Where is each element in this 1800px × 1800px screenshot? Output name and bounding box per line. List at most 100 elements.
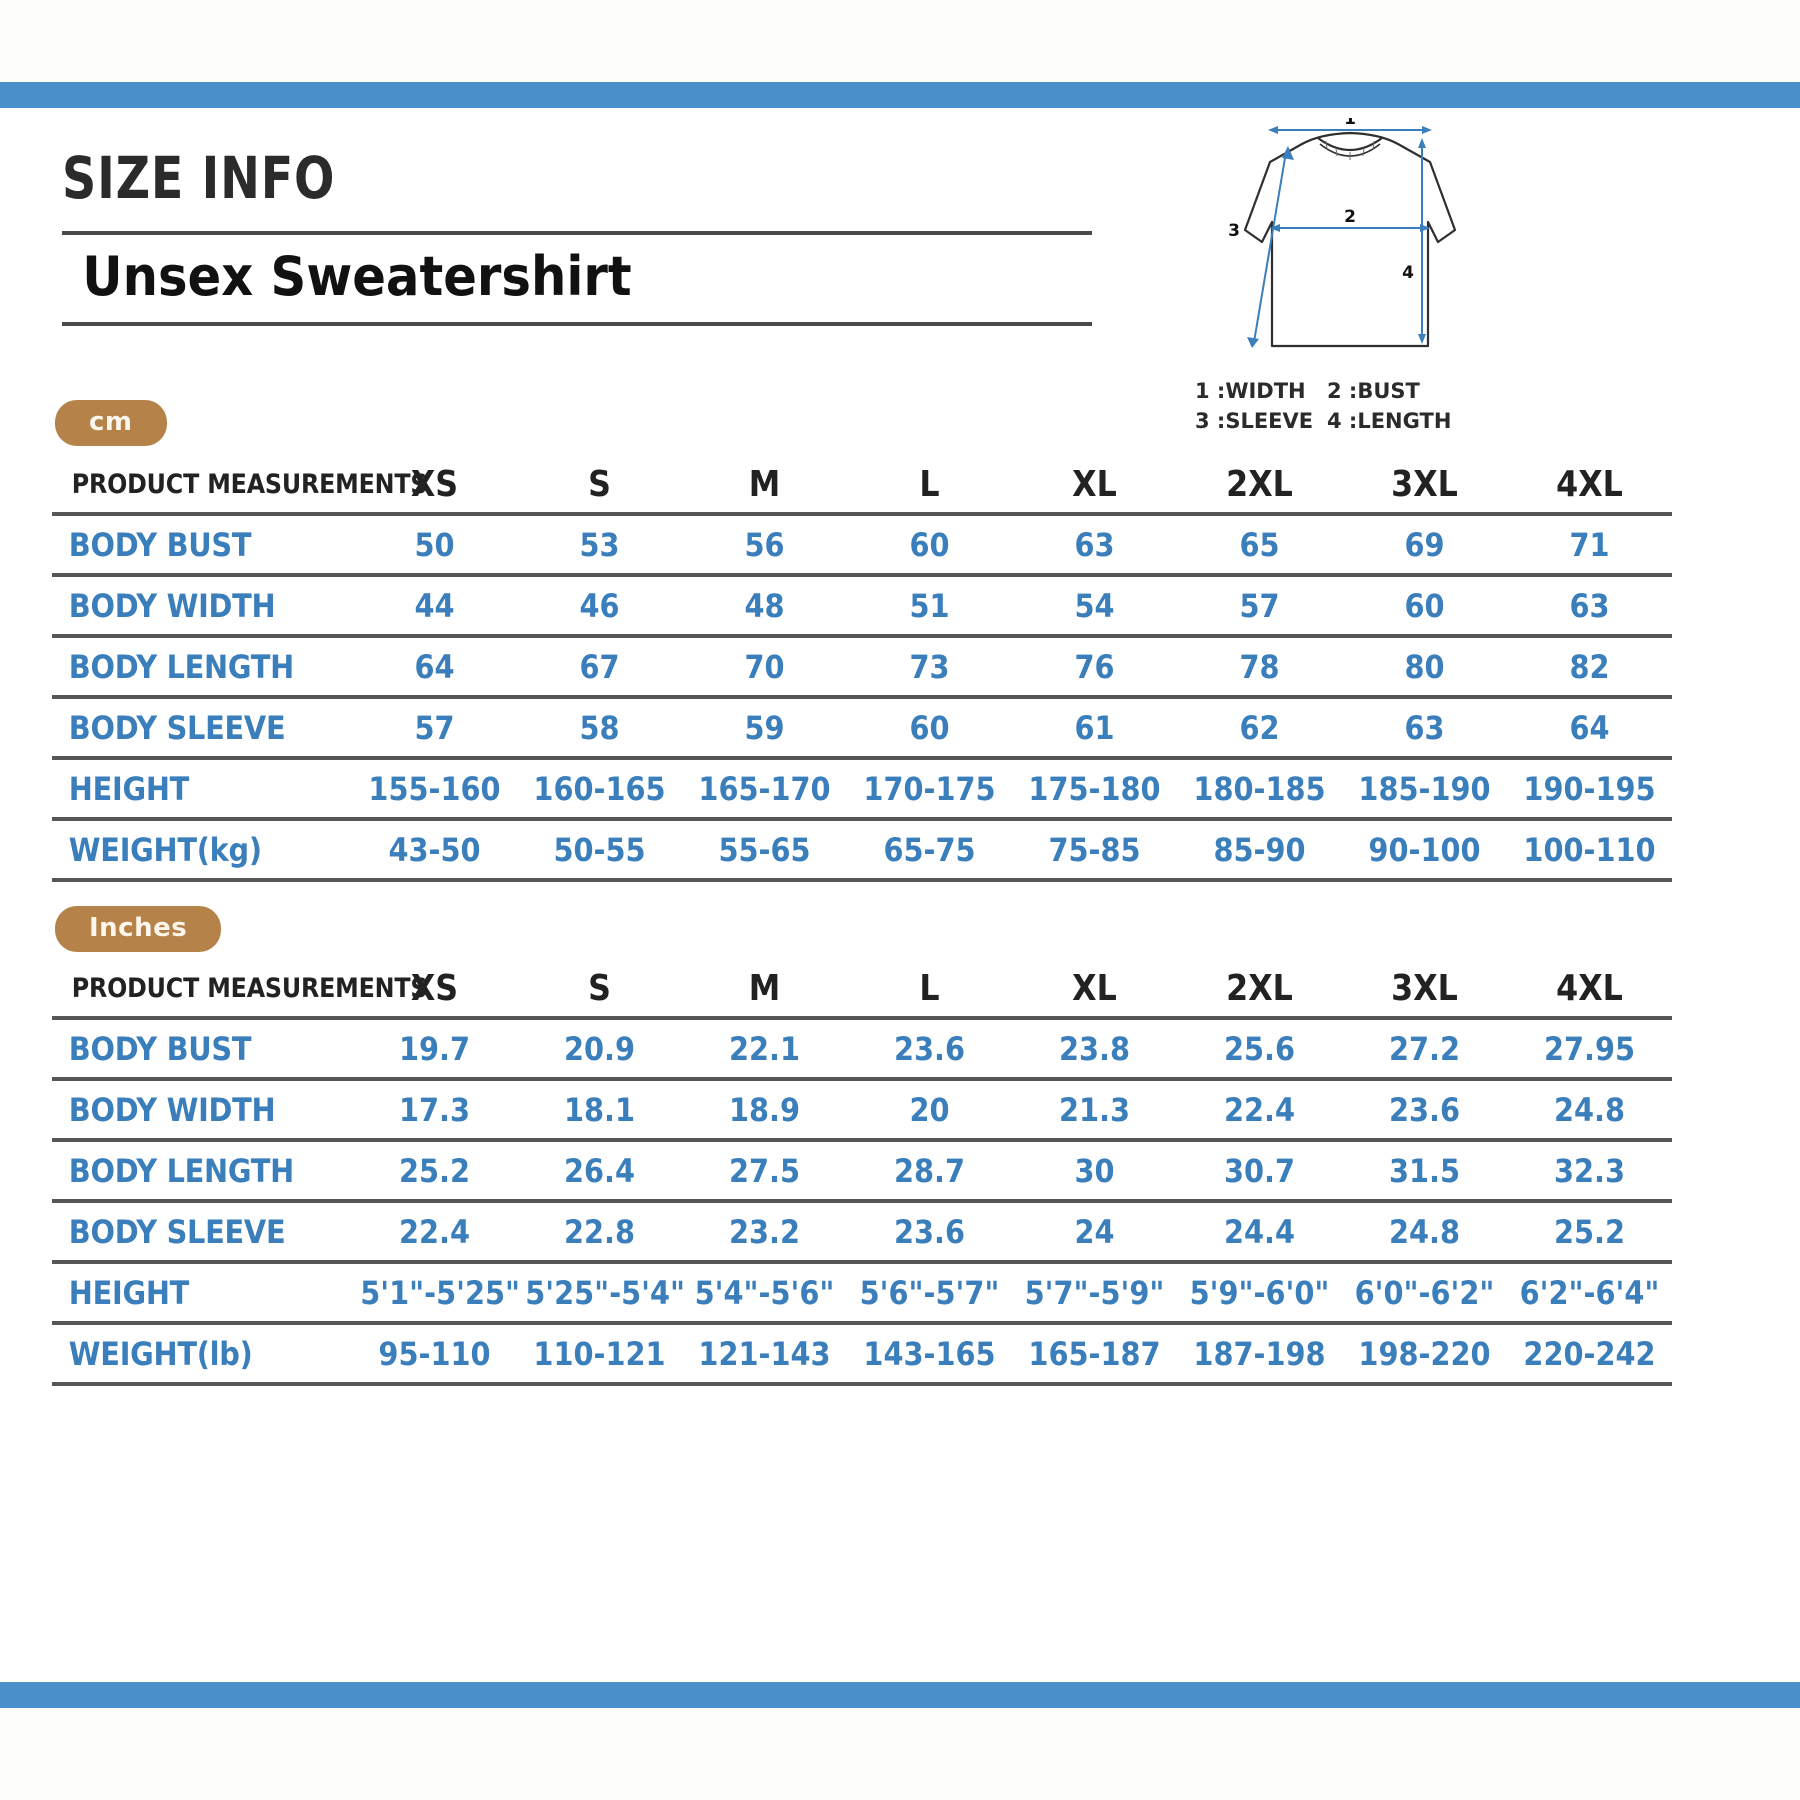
legend-item-bust: 2 :BUST [1327, 379, 1420, 403]
cell-in-bust-3xl: 27.2 [1388, 1029, 1461, 1068]
cell-in-bust-l: 23.6 [893, 1029, 966, 1068]
cell-cm-length-4xl: 82 [1569, 647, 1610, 686]
cell-in-height-s: 5'25"-5'4" [525, 1273, 686, 1312]
cell-cm-weight-m: 55-65 [718, 830, 811, 869]
cell-cm-width-l: 51 [909, 586, 950, 625]
legend-item-length: 4 :LENGTH [1327, 409, 1452, 434]
col-header-xs-cm: XS [410, 463, 459, 505]
cell-cm-width-m: 48 [744, 586, 785, 625]
cell-cm-bust-xs: 50 [414, 525, 455, 564]
table-row: BODY WIDTH 44 46 48 51 54 57 60 63 [52, 575, 1672, 636]
row-label-weight-kg: WEIGHT(kg) [68, 830, 262, 869]
cell-cm-bust-2xl: 65 [1239, 525, 1280, 564]
cell-cm-height-3xl: 185-190 [1358, 769, 1491, 808]
table-row: WEIGHT(kg) 43-50 50-55 55-65 65-75 75-85… [52, 819, 1672, 880]
row-label-body-sleeve-cm: BODY SLEEVE [68, 708, 286, 747]
cell-cm-sleeve-3xl: 63 [1404, 708, 1445, 747]
col-header-xl-cm: XL [1072, 463, 1117, 505]
cell-in-bust-4xl: 27.95 [1543, 1029, 1636, 1068]
col-header-3xl-in: 3XL [1391, 967, 1458, 1009]
header: SIZE INFO Unsex Sweatershirt [62, 148, 1102, 326]
arrow-right-width [1422, 126, 1432, 134]
cell-cm-height-2xl: 180-185 [1193, 769, 1326, 808]
table-row: BODY WIDTH 17.3 18.1 18.9 20 21.3 22.4 2… [52, 1079, 1672, 1140]
cell-cm-length-m: 70 [744, 647, 785, 686]
cell-cm-height-xs: 155-160 [368, 769, 501, 808]
top-accent-band [0, 82, 1800, 108]
cell-in-width-s: 18.1 [563, 1090, 636, 1129]
cell-cm-height-xl: 175-180 [1028, 769, 1161, 808]
product-title: Unsex Sweatershirt [82, 244, 632, 308]
diagram-legend: 1 :WIDTH 2 :BUST 3 :SLEEVE 4 :LENGTH [1195, 376, 1459, 437]
sweatshirt-illustration-svg: 1 2 3 [1228, 109, 1457, 348]
table-row: HEIGHT 155-160 160-165 165-170 170-175 1… [52, 758, 1672, 819]
cell-cm-width-2xl: 57 [1239, 586, 1280, 625]
cell-cm-width-3xl: 60 [1404, 586, 1445, 625]
title-divider-bottom [62, 321, 1092, 326]
cell-in-weight-s: 110-121 [533, 1334, 666, 1373]
legend-item-width: 1 :WIDTH [1195, 379, 1306, 403]
cell-in-height-3xl: 6'0"-6'2" [1354, 1273, 1495, 1312]
table-row: BODY LENGTH 25.2 26.4 27.5 28.7 30 30.7 … [52, 1140, 1672, 1201]
col-header-2xl-cm: 2XL [1226, 463, 1293, 505]
cell-in-width-m: 18.9 [728, 1090, 801, 1129]
col-header-l-in: L [919, 967, 940, 1009]
cell-in-width-xs: 17.3 [398, 1090, 471, 1129]
cell-cm-length-xl: 76 [1074, 647, 1115, 686]
row-label-body-length-cm: BODY LENGTH [68, 647, 294, 686]
cell-cm-sleeve-m: 59 [744, 708, 785, 747]
bottom-accent-band [0, 1682, 1800, 1708]
row-label-body-width-in: BODY WIDTH [68, 1090, 276, 1129]
page-title: SIZE INFO [62, 144, 336, 212]
row-label-body-width-cm: BODY WIDTH [68, 586, 276, 625]
unit-badge-inches: Inches [55, 906, 222, 952]
cell-in-sleeve-3xl: 24.8 [1388, 1212, 1461, 1251]
cell-cm-width-xl: 54 [1074, 586, 1115, 625]
marker-3-label: 3 [1228, 221, 1240, 241]
cell-cm-bust-4xl: 71 [1569, 525, 1610, 564]
cell-cm-sleeve-4xl: 64 [1569, 708, 1610, 747]
cell-cm-sleeve-xl: 61 [1074, 708, 1115, 747]
header-row-inches: PRODUCT MEASUREMENTS XS S M L XL 2XL 3XL… [52, 960, 1672, 1018]
cell-cm-height-m: 165-170 [698, 769, 831, 808]
size-table-inches: PRODUCT MEASUREMENTS XS S M L XL 2XL 3XL… [52, 960, 1672, 1386]
cell-cm-length-l: 73 [909, 647, 950, 686]
table-row: WEIGHT(lb) 95-110 110-121 121-143 143-16… [52, 1323, 1672, 1384]
unit-badge-cm: cm [55, 400, 167, 446]
row-label-body-sleeve-in: BODY SLEEVE [68, 1212, 286, 1251]
cell-in-sleeve-xs: 22.4 [398, 1212, 471, 1251]
cell-in-height-4xl: 6'2"-6'4" [1519, 1273, 1660, 1312]
cell-cm-width-4xl: 63 [1569, 586, 1610, 625]
arrow-down-sleeve [1247, 337, 1259, 348]
chart-sheet: SIZE INFO Unsex Sweatershirt [0, 108, 1800, 1682]
cell-in-weight-xl: 165-187 [1028, 1334, 1161, 1373]
marker-1-label: 1 [1344, 118, 1356, 129]
col-header-3xl-cm: 3XL [1391, 463, 1458, 505]
cell-cm-length-3xl: 80 [1404, 647, 1445, 686]
table-head-inches: PRODUCT MEASUREMENTS XS S M L XL 2XL 3XL… [52, 960, 1672, 1018]
cell-in-width-2xl: 22.4 [1223, 1090, 1296, 1129]
cell-cm-sleeve-l: 60 [909, 708, 950, 747]
col-header-m-in: M [748, 967, 781, 1009]
cell-in-length-2xl: 30.7 [1223, 1151, 1296, 1190]
col-header-xl-in: XL [1072, 967, 1117, 1009]
cell-in-height-l: 5'6"-5'7" [859, 1273, 1000, 1312]
col-header-m-cm: M [748, 463, 781, 505]
cell-in-height-m: 5'4"-5'6" [694, 1273, 835, 1312]
cell-in-width-xl: 21.3 [1058, 1090, 1131, 1129]
col-header-s-cm: S [588, 463, 611, 505]
cell-cm-height-4xl: 190-195 [1523, 769, 1656, 808]
col-header-measurements-in: PRODUCT MEASUREMENTS [71, 972, 428, 1004]
arrow-up-length [1418, 138, 1426, 148]
cell-in-height-xs: 5'1"-5'25" [360, 1273, 521, 1312]
cell-cm-height-s: 160-165 [533, 769, 666, 808]
arrow-left-width [1268, 126, 1278, 134]
garment-diagram: 1 2 3 [1150, 109, 1550, 388]
cell-cm-length-xs: 64 [414, 647, 455, 686]
legend-row: 1 :WIDTH 2 :BUST [1195, 376, 1459, 406]
cell-cm-length-2xl: 78 [1239, 647, 1280, 686]
col-header-4xl-in: 4XL [1556, 967, 1623, 1009]
cell-in-weight-xs: 95-110 [378, 1334, 491, 1373]
cell-in-length-l: 28.7 [893, 1151, 966, 1190]
